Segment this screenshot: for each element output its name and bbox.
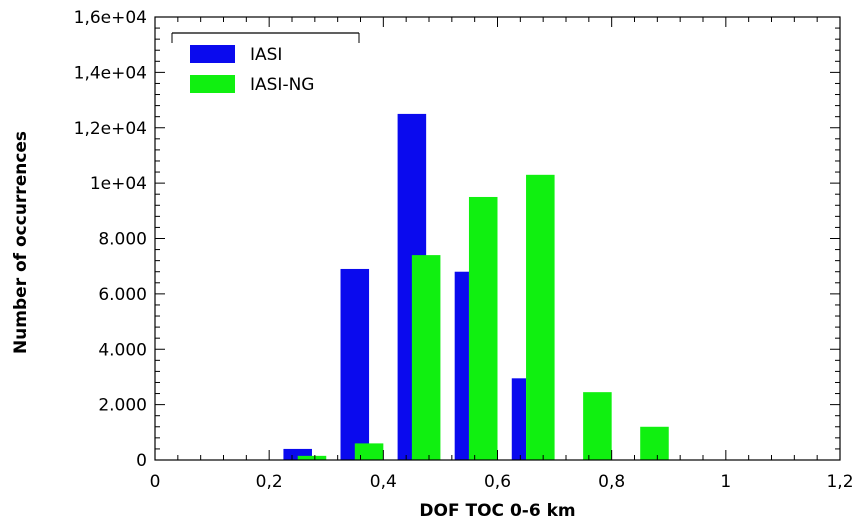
x-axis-title: DOF TOC 0-6 km xyxy=(419,501,575,521)
iasi-ng-bar-6 xyxy=(640,426,669,460)
x-tick-label: 0,8 xyxy=(598,472,625,492)
iasi-ng-bar-2 xyxy=(411,255,441,460)
bars-layer xyxy=(283,113,669,460)
x-tick-label: 0 xyxy=(150,472,161,492)
y-tick-label: 1e+04 xyxy=(90,174,147,194)
x-tick-label: 0,4 xyxy=(370,472,397,492)
iasi-bar-3 xyxy=(454,271,469,460)
y-axis-title: Number of occurrences xyxy=(11,131,31,354)
iasi-ng-legend-label: IASI-NG xyxy=(250,75,314,95)
y-tick-label: 4.000 xyxy=(98,340,147,360)
iasi-legend-swatch xyxy=(190,45,235,63)
iasi-bar-4 xyxy=(511,378,527,460)
iasi-ng-bar-3 xyxy=(468,196,498,460)
iasi-legend-label: IASI xyxy=(250,45,282,65)
y-tick-label: 6.000 xyxy=(98,285,147,305)
iasi-bar-0 xyxy=(283,448,312,460)
x-tick-label: 0,6 xyxy=(484,472,511,492)
y-tick-label: 1,6e+04 xyxy=(74,8,147,28)
iasi-bar-1 xyxy=(340,268,370,460)
axis-ticks xyxy=(154,16,841,461)
x-tick-label: 1,2 xyxy=(826,472,853,492)
y-tick-labels: 0 2.000 4.000 6.000 8.000 1e+04 1,2e+04 1,4e+04… xyxy=(74,8,147,471)
iasi-ng-bar-1 xyxy=(354,443,384,460)
y-tick-label: 1,2e+04 xyxy=(74,119,147,139)
x-tick-label: 0,2 xyxy=(256,472,283,492)
x-tick-label: 1 xyxy=(720,472,731,492)
legend: IASI IASI-NG xyxy=(171,32,360,95)
iasi-ng-bar-5 xyxy=(583,392,612,460)
x-tick-labels: 0 0,2 0,4 0,6 0,8 1 1,2 xyxy=(150,472,854,492)
y-tick-label: 2.000 xyxy=(98,396,147,416)
y-tick-label: 0 xyxy=(136,451,147,471)
y-tick-label: 8.000 xyxy=(98,230,147,250)
y-tick-label: 1,4e+04 xyxy=(74,63,147,83)
iasi-ng-legend-swatch xyxy=(190,75,235,93)
iasi-ng-bar-0 xyxy=(297,455,327,460)
iasi-ng-bar-4 xyxy=(526,174,555,460)
